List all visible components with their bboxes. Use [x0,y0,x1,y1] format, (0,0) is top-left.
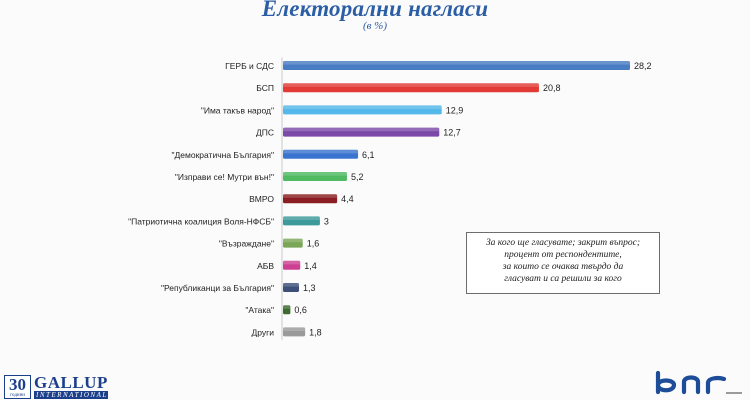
footer: 30 години GALLUP INTERNATIONAL [0,370,750,400]
bar-highlight [283,260,301,265]
category-label: Други [252,327,275,337]
bar [283,149,359,159]
chart-subtitle: (в %) [362,20,387,32]
value-label: 4,4 [341,194,354,204]
bnr-logo [655,370,742,395]
chart-title: Електорални нагласи [261,0,489,21]
value-label: 20,8 [543,83,561,93]
value-label: 1,8 [309,327,322,337]
value-label: 6,1 [362,150,375,160]
category-label: "Изправи се! Мутри вън!" [175,172,274,182]
bar [283,305,291,315]
bar [283,83,539,93]
bar-highlight [283,283,299,287]
value-label: 12,9 [446,105,464,115]
bar-highlight [283,127,440,132]
note-line: гласуват и са решили за кого [504,274,622,284]
value-label: 1,6 [307,239,320,249]
bar-highlight [283,61,630,65]
bar-highlight [283,172,347,176]
category-label: "Патриотична коалиция Воля-НФСБ" [128,216,274,226]
category-label: "Възраждане" [219,239,274,249]
gallup-name: GALLUP [34,373,108,392]
value-label: 5,2 [351,172,364,182]
bar [283,172,347,181]
bar [283,216,320,226]
category-label: АБВ [257,261,274,271]
category-label: ГЕРБ и СДС [225,61,274,71]
value-label: 3 [324,216,329,226]
bar-highlight [283,327,306,331]
category-label: "Атака" [245,305,274,315]
gallup-logo: 30 години GALLUP INTERNATIONAL [4,373,108,399]
bar-highlight [283,105,442,109]
note-line: за които се очаква твърдо да [502,262,624,272]
category-label: БСП [256,83,274,93]
bar [283,283,299,292]
gallup-brand: GALLUP INTERNATIONAL [34,373,108,399]
value-label: 1,3 [303,283,316,293]
bar [283,327,306,337]
value-label: 1,4 [304,261,317,271]
category-label: ДПС [256,128,274,138]
note-line: За кого ще гласувате; закрит въпрос; [485,238,641,248]
bar-highlight [283,194,338,198]
gallup-years: години [10,393,25,398]
gallup-number: 30 [9,375,26,394]
bar [283,260,301,270]
category-label: "Демократична България" [172,150,275,160]
bar [283,127,440,137]
category-label: "Републиканци за България" [161,283,274,293]
gallup-sub: INTERNATIONAL [34,391,108,399]
bar [283,194,338,204]
value-label: 0,6 [294,305,307,315]
bar-highlight [283,238,303,243]
bar [283,238,303,248]
methodology-note: За кого ще гласувате; закрит въпрос; про… [466,232,660,294]
value-label: 28,2 [634,61,652,71]
gallup-anniversary-badge: 30 години [4,375,31,399]
bar-highlight [283,305,291,309]
bar [283,61,630,70]
bar-highlight [283,149,359,154]
value-label: 12,7 [443,128,461,138]
bar-highlight [283,216,320,220]
bar [283,105,442,115]
category-label: "Има такъв народ" [201,105,274,115]
bar-chart: ГЕРБ и СДС 28,2 БСП 20,8 "Има такъв народ" 12… [128,57,652,340]
category-label: ВМРО [249,194,274,204]
note-line: процент от респондентите, [504,250,622,260]
bar-highlight [283,83,539,87]
